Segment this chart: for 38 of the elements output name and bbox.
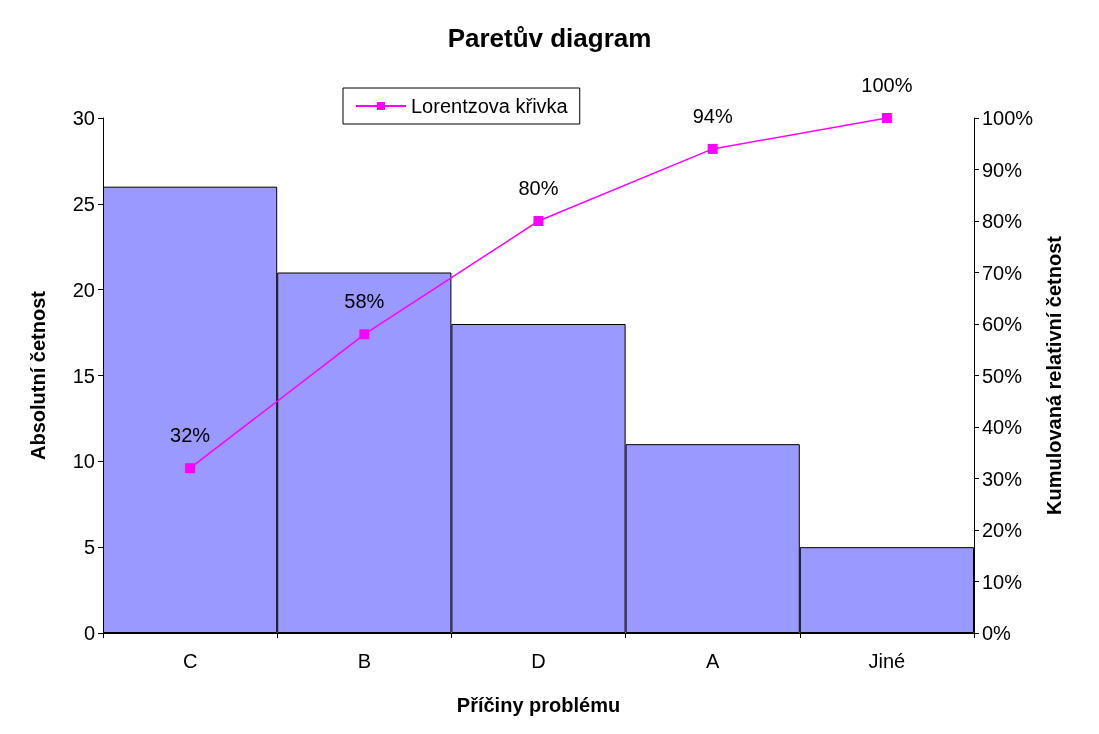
- data-label: 94%: [692, 104, 733, 127]
- y2-tick-label: 60%: [982, 313, 1023, 335]
- x-axis-title: Příčiny problému: [456, 694, 621, 716]
- legend-label: Lorentzova křivka: [411, 95, 569, 117]
- y2-tick-label: 20%: [982, 519, 1023, 541]
- chart-title: Paretův diagram: [447, 23, 652, 53]
- x-tick-label: B: [357, 650, 371, 672]
- y2-tick-label: 70%: [982, 261, 1023, 284]
- y-tick-label: 0: [83, 622, 95, 644]
- point: [359, 329, 370, 340]
- x-tick-label: D: [531, 650, 546, 672]
- y2-tick-label: 80%: [982, 210, 1023, 232]
- point: [533, 216, 544, 226]
- data-label: 100%: [861, 74, 913, 96]
- y2-tick-label: 40%: [982, 416, 1023, 438]
- point: [185, 463, 196, 474]
- data-label: 32%: [170, 424, 211, 447]
- y2-axis-title: Kumulovaná relativní četnost: [1043, 235, 1066, 515]
- y-tick-label: 5: [83, 536, 95, 559]
- data-label: 80%: [518, 177, 559, 199]
- y-tick-label: 25: [72, 192, 95, 215]
- y-tick-label: 30: [72, 107, 95, 129]
- x-tick-label: A: [706, 650, 721, 672]
- y2-tick-label: 100%: [982, 107, 1034, 129]
- y2-tick-label: 50%: [982, 364, 1023, 387]
- y2-tick-label: 90%: [982, 158, 1023, 181]
- y-tick-label: 10: [72, 450, 95, 473]
- y2-tick-label: 0%: [982, 622, 1012, 644]
- data-label: 58%: [344, 290, 385, 313]
- x-tick-label: Jiné: [868, 650, 906, 672]
- y-tick-label: 15: [72, 364, 95, 387]
- y-tick-label: 20: [72, 278, 95, 301]
- point: [707, 143, 718, 154]
- x-tick-label: C: [182, 650, 198, 672]
- point: [881, 113, 892, 123]
- y2-tick-label: 10%: [982, 570, 1023, 593]
- y2-tick-label: 30%: [982, 467, 1023, 490]
- y-axis-title: Absolutní četnost: [27, 290, 49, 460]
